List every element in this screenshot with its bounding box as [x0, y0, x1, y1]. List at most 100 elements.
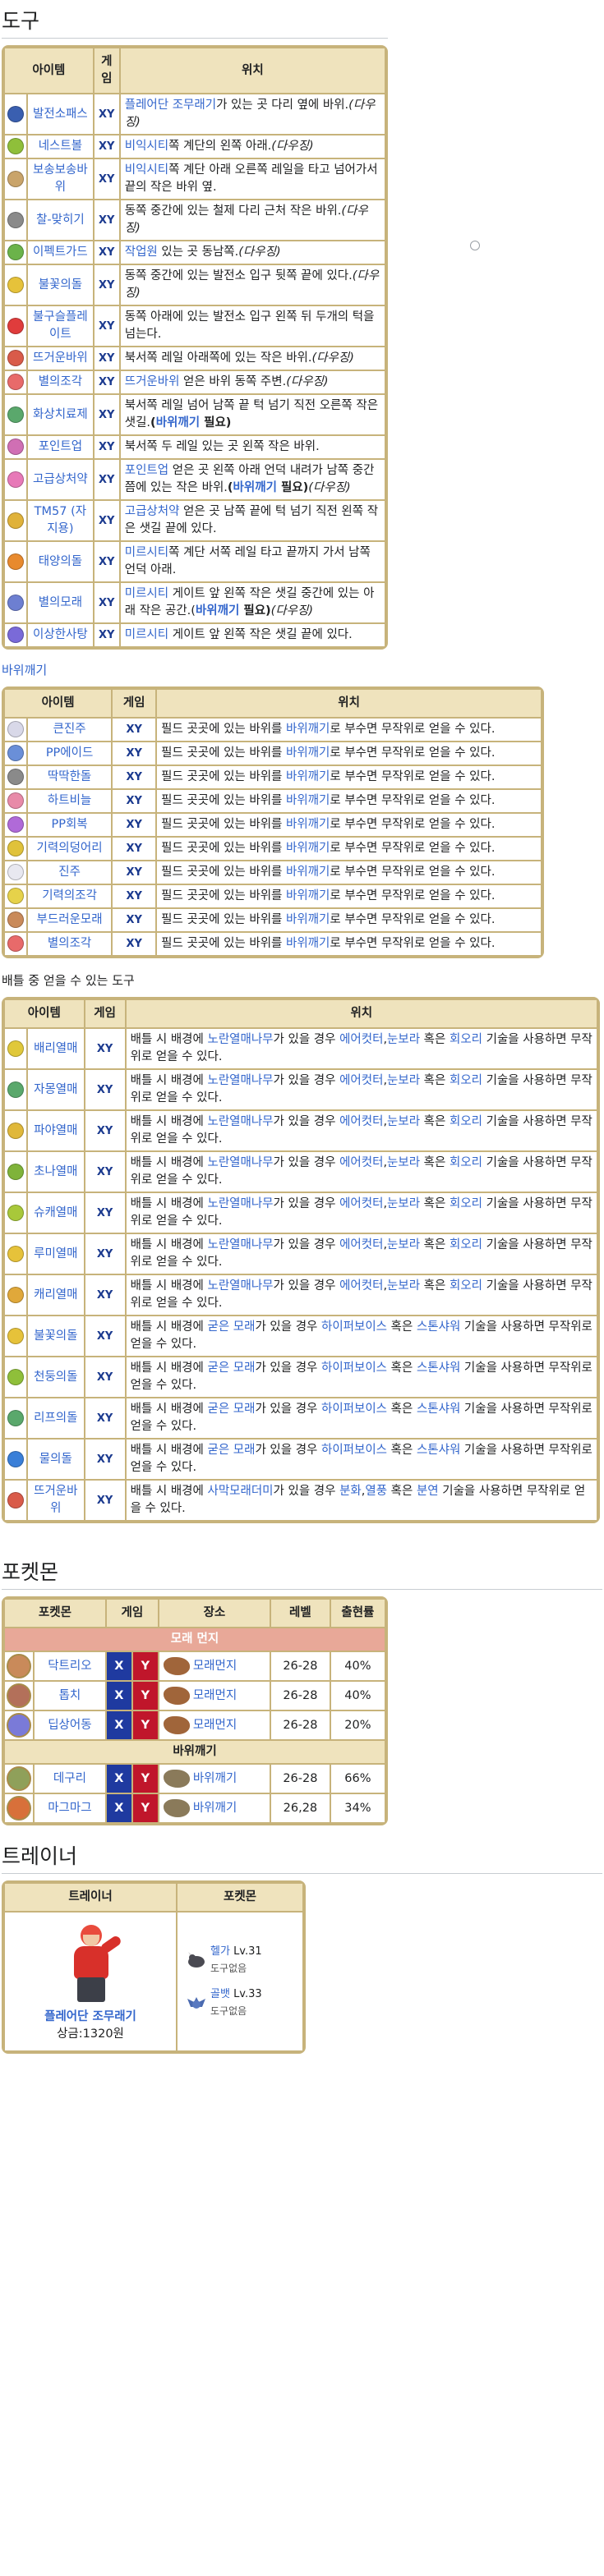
- location-link[interactable]: 회오리: [449, 1279, 483, 1293]
- pokemon-name-link[interactable]: 데구리: [34, 1764, 106, 1793]
- rock-smash-link[interactable]: 바위깨기: [286, 889, 330, 902]
- rock-smash-link[interactable]: 바위깨기: [286, 818, 330, 831]
- location-link[interactable]: 에어컷터: [339, 1115, 384, 1128]
- location-link[interactable]: 노란열매나무: [207, 1238, 274, 1251]
- location-link[interactable]: 눈보라: [387, 1197, 421, 1210]
- location-link[interactable]: 에어컷터: [339, 1279, 384, 1293]
- item-name-link[interactable]: 발전소패스: [27, 94, 94, 135]
- item-name-link[interactable]: 부드러운모래: [27, 908, 113, 932]
- item-name-link[interactable]: 불구슬플레이트: [27, 305, 94, 347]
- item-name-link[interactable]: PP회복: [27, 813, 113, 837]
- item-name-link[interactable]: 기력의덩어리: [27, 837, 113, 861]
- location-link[interactable]: 눈보라: [387, 1156, 421, 1169]
- rock-smash-link[interactable]: 바위깨기: [286, 913, 330, 926]
- pokemon-name-link[interactable]: 딥상어동: [34, 1710, 106, 1740]
- location-link[interactable]: 작업원: [124, 246, 158, 259]
- location-link[interactable]: 뜨거운바위: [124, 375, 180, 388]
- location-link[interactable]: 회오리: [449, 1074, 483, 1087]
- location-link[interactable]: 눈보라: [387, 1238, 421, 1251]
- location-link[interactable]: 노란열매나무: [207, 1033, 274, 1046]
- item-name-link[interactable]: PP에이드: [27, 742, 113, 765]
- item-name-link[interactable]: 큰진주: [27, 718, 113, 742]
- rock-smash-link[interactable]: 바위깨기: [286, 746, 330, 760]
- item-name-link[interactable]: 기력의조각: [27, 884, 113, 908]
- location-link[interactable]: 에어컷터: [339, 1074, 384, 1087]
- rock-smash-link[interactable]: 바위깨기: [286, 770, 330, 783]
- item-name-link[interactable]: 초나열매: [27, 1151, 85, 1192]
- location-link[interactable]: 스톤샤워: [416, 1444, 461, 1457]
- item-name-link[interactable]: 보송보송바위: [27, 158, 94, 200]
- item-name-link[interactable]: 딱딱한돌: [27, 765, 113, 789]
- location-link[interactable]: 비익시티: [124, 163, 169, 177]
- location-link[interactable]: 포인트업: [124, 464, 169, 477]
- item-name-link[interactable]: 파야열매: [27, 1110, 85, 1151]
- location-link[interactable]: 에어컷터: [339, 1033, 384, 1046]
- item-name-link[interactable]: 슈캐열매: [27, 1192, 85, 1233]
- item-name-link[interactable]: 자몽열매: [27, 1069, 85, 1110]
- location-link[interactable]: 회오리: [449, 1156, 483, 1169]
- location-link[interactable]: 에어컷터: [339, 1238, 384, 1251]
- item-name-link[interactable]: 네스트볼: [27, 135, 94, 158]
- pokemon-name-link[interactable]: 마그마그: [34, 1793, 106, 1823]
- location-link[interactable]: 노란열매나무: [207, 1115, 274, 1128]
- item-name-link[interactable]: 뜨거운바위: [27, 1480, 85, 1521]
- item-name-link[interactable]: 뜨거운바위: [27, 347, 94, 370]
- location-link[interactable]: 사막모래더미: [207, 1485, 274, 1498]
- location-link[interactable]: 눈보라: [387, 1033, 421, 1046]
- location-link[interactable]: 플레어단 조무래기: [124, 99, 217, 112]
- location-link[interactable]: 굳은 모래: [207, 1444, 256, 1457]
- rock-smash-link[interactable]: 바위깨기: [286, 842, 330, 855]
- item-name-link[interactable]: 불꽃의돌: [27, 264, 94, 305]
- pokemon-name-link[interactable]: 닥트리오: [34, 1651, 106, 1681]
- location-link[interactable]: 미르시티: [124, 628, 169, 641]
- location-link[interactable]: 스톤샤워: [416, 1361, 461, 1375]
- location-link[interactable]: 하이퍼보이스: [320, 1361, 388, 1375]
- item-name-link[interactable]: 찰-맞히기: [27, 200, 94, 241]
- location-link[interactable]: 분화: [339, 1485, 362, 1498]
- item-name-link[interactable]: 하트비늘: [27, 789, 113, 813]
- location-link[interactable]: 눈보라: [387, 1115, 421, 1128]
- location-link[interactable]: 굳은 모래: [207, 1361, 256, 1375]
- pokemon-name-link[interactable]: 톱치: [34, 1681, 106, 1710]
- location-link[interactable]: 미르시티: [124, 546, 169, 559]
- location-link[interactable]: 회오리: [449, 1197, 483, 1210]
- location-link[interactable]: 분연: [416, 1485, 439, 1498]
- item-name-link[interactable]: 불꽃의돌: [27, 1316, 85, 1357]
- item-name-link[interactable]: 캐리열매: [27, 1274, 85, 1316]
- item-name-link[interactable]: 물의돌: [27, 1439, 85, 1480]
- rock-smash-link[interactable]: 바위깨기: [286, 866, 330, 879]
- location-link[interactable]: 스톤샤워: [416, 1320, 461, 1334]
- location-link[interactable]: 굳은 모래: [207, 1403, 256, 1416]
- item-name-link[interactable]: 배리열매: [27, 1028, 85, 1069]
- location-link[interactable]: 노란열매나무: [207, 1279, 274, 1293]
- location-link[interactable]: 에어컷터: [339, 1197, 384, 1210]
- rock-smash-section-title[interactable]: 바위깨기: [2, 663, 48, 677]
- location-link[interactable]: 비익시티: [124, 140, 169, 153]
- location-link[interactable]: 노란열매나무: [207, 1156, 274, 1169]
- item-name-link[interactable]: 리프의돌: [27, 1398, 85, 1439]
- item-name-link[interactable]: 천둥의돌: [27, 1357, 85, 1398]
- trainer-pokemon-1-name[interactable]: 헬가: [210, 1945, 230, 1958]
- location-link[interactable]: 회오리: [449, 1238, 483, 1251]
- item-name-link[interactable]: 화상치료제: [27, 394, 94, 435]
- location-link[interactable]: 에어컷터: [339, 1156, 384, 1169]
- location-link[interactable]: 미르시티: [124, 587, 169, 600]
- location-link[interactable]: 노란열매나무: [207, 1197, 274, 1210]
- item-name-link[interactable]: 고급상처약: [27, 459, 94, 500]
- location-link[interactable]: 굳은 모래: [207, 1320, 256, 1334]
- location-link[interactable]: 바위깨기: [195, 604, 240, 618]
- location-link[interactable]: 바위깨기: [233, 481, 277, 494]
- item-name-link[interactable]: 이펙트가드: [27, 241, 94, 264]
- place-link[interactable]: 모래먼지: [192, 1689, 237, 1702]
- location-link[interactable]: 바위깨기: [155, 416, 201, 429]
- location-link[interactable]: 스톤샤워: [416, 1403, 461, 1416]
- rock-smash-link[interactable]: 바위깨기: [286, 794, 330, 807]
- location-link[interactable]: 눈보라: [387, 1074, 421, 1087]
- place-link[interactable]: 바위깨기: [192, 1772, 237, 1785]
- location-link[interactable]: 열풍: [365, 1485, 388, 1498]
- item-name-link[interactable]: 별의모래: [27, 582, 94, 623]
- item-name-link[interactable]: 포인트업: [27, 435, 94, 459]
- item-name-link[interactable]: 이상한사탕: [27, 623, 94, 647]
- location-link[interactable]: 눈보라: [387, 1279, 421, 1293]
- item-name-link[interactable]: 별의조각: [27, 932, 113, 956]
